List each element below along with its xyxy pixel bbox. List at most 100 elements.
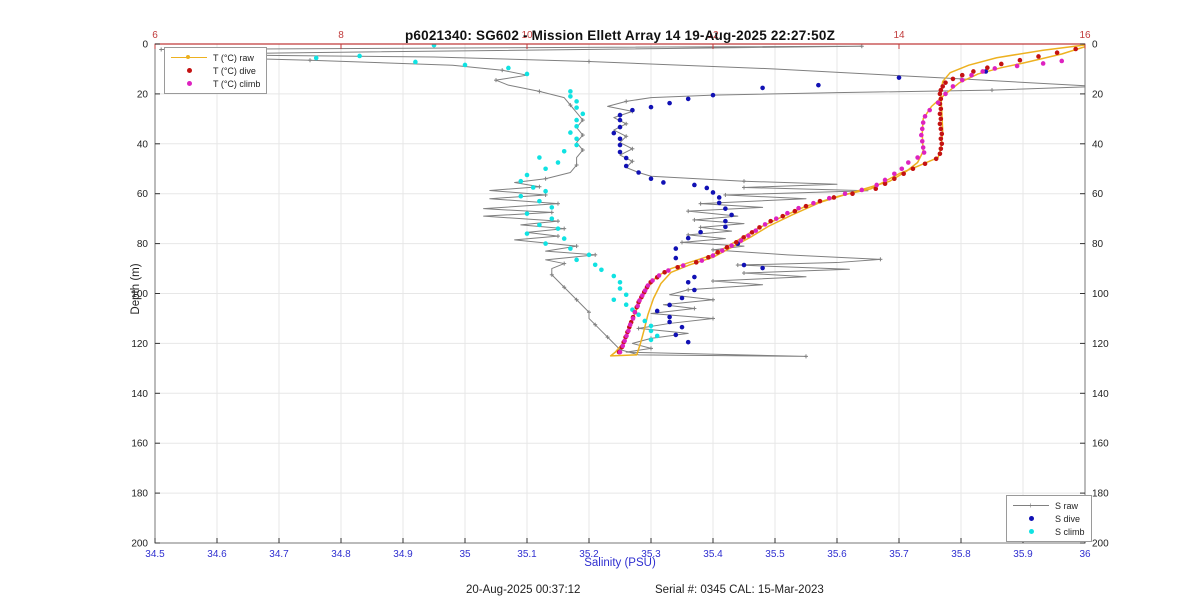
point-t-c-climb [645, 283, 651, 288]
salinity-tick-label: 35.1 [517, 549, 537, 560]
legend-item-t-raw: T (°C) raw [169, 51, 260, 64]
point-s-dive [673, 246, 679, 251]
point-s-climb [586, 252, 592, 258]
point-s-climb [549, 205, 555, 210]
depth-tick-label-right: 100 [1092, 289, 1109, 300]
point-s-climb [617, 286, 623, 291]
point-s-dive [617, 124, 623, 130]
point-s-dive [760, 85, 765, 91]
point-s-climb [636, 312, 641, 318]
salinity-tick-label: 35.2 [579, 549, 599, 560]
point-t-c-climb [796, 205, 801, 211]
point-s-climb [313, 55, 319, 61]
point-s-dive [723, 218, 728, 224]
point-t-c-climb [969, 72, 974, 78]
point-s-climb [462, 62, 468, 68]
point-s-dive [654, 308, 660, 314]
point-s-climb [555, 160, 561, 165]
legend-label: T (°C) climb [213, 78, 261, 89]
point-s-dive [617, 149, 623, 155]
salinity-tick-label: 35.3 [641, 549, 661, 560]
temp-tick-label: 14 [893, 30, 905, 41]
point-t-c-dive [938, 106, 944, 112]
depth-tick-label-left: 140 [131, 389, 148, 400]
point-t-c-climb [992, 66, 998, 71]
depth-tick-label-left: 180 [131, 489, 148, 500]
point-t-c-dive [950, 76, 956, 82]
legend-item-s-raw: + S raw [1011, 499, 1085, 512]
point-t-c-climb [622, 338, 627, 344]
point-s-climb [642, 318, 648, 324]
point-t-c-dive [938, 87, 944, 93]
point-t-c-dive [675, 265, 680, 270]
point-t-c-dive [882, 181, 888, 187]
point-s-climb [574, 99, 579, 104]
legend-label: S climb [1055, 526, 1085, 537]
depth-tick-label-left: 120 [131, 339, 148, 350]
point-s-climb [549, 216, 555, 221]
serial-cal-info: Serial #: 0345 CAL: 15-Mar-2023 [655, 584, 824, 596]
point-s-dive [617, 112, 623, 118]
point-s-dive [685, 96, 691, 102]
point-s-dive [667, 100, 672, 106]
point-s-climb [413, 59, 418, 65]
point-t-c-dive [693, 260, 699, 265]
point-t-c-climb [811, 200, 816, 206]
point-s-dive [679, 324, 685, 330]
point-s-climb [568, 94, 573, 99]
point-s-climb [524, 172, 530, 178]
point-t-c-dive [937, 91, 943, 97]
legend-label: T (°C) dive [213, 65, 256, 76]
depth-tick-label-left: 160 [131, 439, 148, 450]
series-t-c-raw [609, 44, 1085, 357]
point-t-c-climb [919, 132, 924, 138]
salinity-tick-label: 34.7 [269, 549, 289, 560]
point-t-c-climb [699, 258, 705, 263]
point-s-dive [617, 136, 623, 142]
point-s-climb [648, 337, 654, 343]
salinity-tick-label: 35.7 [889, 549, 909, 560]
point-t-c-climb [927, 107, 932, 113]
point-s-climb [537, 198, 542, 204]
point-s-dive [667, 319, 672, 325]
point-s-climb [524, 71, 530, 77]
point-t-c-dive [938, 126, 944, 132]
point-s-climb [568, 89, 573, 94]
point-s-dive [667, 302, 672, 308]
point-s-climb [561, 148, 567, 154]
point-t-c-dive [1054, 50, 1060, 56]
point-s-dive [716, 200, 722, 206]
point-s-climb [574, 124, 579, 129]
point-t-c-climb [919, 139, 925, 144]
point-t-c-dive [1073, 46, 1078, 52]
point-t-c-dive [971, 69, 976, 74]
salinity-legend: + S raw S dive S climb [1006, 495, 1092, 542]
point-t-c-dive [938, 96, 944, 102]
t-dive-dot-icon [169, 68, 209, 73]
depth-tick-label-left: 200 [131, 539, 148, 550]
point-t-c-climb [899, 166, 905, 172]
point-s-climb [592, 262, 598, 268]
point-s-climb [574, 105, 579, 110]
depth-tick-label-right: 20 [1092, 89, 1104, 100]
point-t-c-dive [901, 171, 906, 177]
salinity-tick-label: 35.6 [827, 549, 847, 560]
point-t-c-climb [1059, 58, 1065, 64]
temp-tick-label: 6 [152, 30, 158, 41]
t-raw-line-icon [169, 55, 209, 59]
temp-tick-label: 8 [338, 30, 344, 41]
point-s-climb [431, 44, 437, 48]
point-s-dive [611, 130, 617, 136]
series-s-raw [161, 45, 1085, 357]
depth-tick-label-left: 60 [137, 189, 149, 200]
figure-title: p6021340: SG602 - Mission Ellett Array 1… [404, 28, 836, 43]
point-t-c-dive [910, 166, 916, 172]
axes: 6 8 10 12 14 16 34.5 34.6 34.7 34.8 34.9 35 35.1 35.2… [131, 30, 1109, 560]
depth-tick-label-right: 40 [1092, 139, 1104, 150]
depth-tick-label-right: 160 [1092, 439, 1109, 450]
point-t-c-dive [1036, 54, 1041, 59]
point-t-c-dive [985, 65, 990, 71]
point-s-dive [723, 224, 728, 230]
